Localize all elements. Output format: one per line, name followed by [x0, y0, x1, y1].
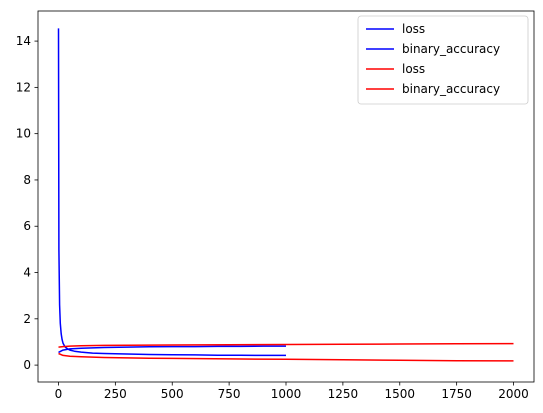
- legend-label: loss: [402, 22, 425, 36]
- x-tick-label: 1000: [271, 387, 302, 401]
- x-tick-label: 1250: [328, 387, 359, 401]
- series-line-0: [57, 28, 286, 357]
- x-tick-label: 750: [218, 387, 241, 401]
- y-tick-label: 10: [16, 127, 31, 141]
- y-tick-label: 12: [16, 80, 31, 94]
- series-line-1: [58, 345, 286, 354]
- y-tick-label: 6: [23, 219, 31, 233]
- x-tick-label: 0: [55, 387, 63, 401]
- x-tick-label: 1500: [384, 387, 415, 401]
- x-tick-label: 250: [104, 387, 127, 401]
- y-tick-label: 4: [23, 266, 31, 280]
- legend-label: loss: [402, 62, 425, 76]
- legend-box: [357, 15, 529, 105]
- x-tick-label: 2000: [498, 387, 529, 401]
- y-tick-label: 14: [16, 34, 31, 48]
- x-axis: 0 250 500 750 1000 1250 1500 1750 2000: [55, 382, 529, 401]
- x-tick-label: 500: [161, 387, 184, 401]
- x-tick-label: 1750: [441, 387, 472, 401]
- legend-label: binary_accuracy: [402, 82, 500, 96]
- y-axis: 0 2 4 6 8 10 12 14: [16, 34, 38, 372]
- plot-lines: [57, 28, 514, 362]
- y-tick-label: 8: [23, 173, 31, 187]
- legend-label: binary_accuracy: [402, 42, 500, 56]
- series-line-3: [58, 342, 514, 348]
- y-tick-label: 0: [23, 358, 31, 372]
- y-tick-label: 2: [23, 312, 31, 326]
- series-line-2: [58, 352, 514, 362]
